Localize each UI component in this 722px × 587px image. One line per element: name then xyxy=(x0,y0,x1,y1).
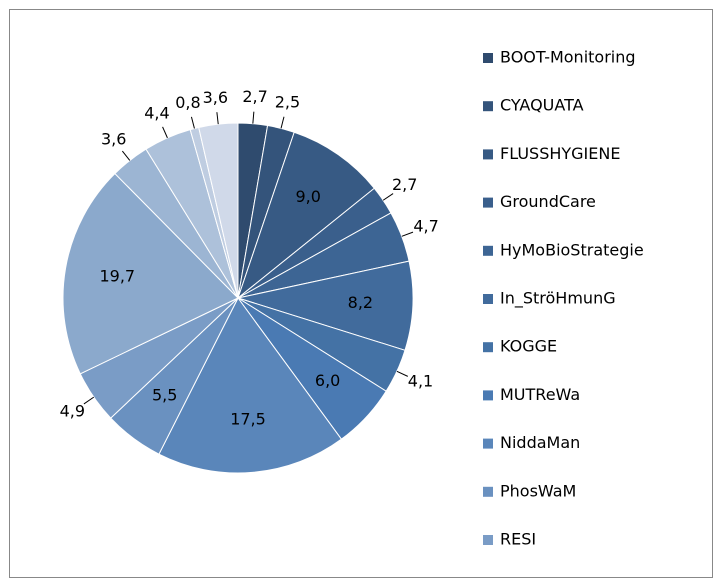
legend-swatch xyxy=(483,438,493,449)
legend-label: PhosWaM xyxy=(500,481,576,500)
data-label: 4,9 xyxy=(60,401,85,420)
legend-swatch xyxy=(483,390,493,401)
legend-label: KOGGE xyxy=(500,337,557,356)
leader-line xyxy=(121,150,131,161)
pie-slice xyxy=(62,172,239,375)
pie-slice xyxy=(158,297,343,474)
leader-line xyxy=(216,112,219,125)
leader-line xyxy=(382,193,394,201)
legend-swatch xyxy=(483,53,493,63)
leader-line xyxy=(396,370,408,377)
data-label: 5,5 xyxy=(152,386,177,405)
data-label: 4,4 xyxy=(144,104,169,123)
legend-swatch xyxy=(483,294,493,304)
legend-label: GroundCare xyxy=(500,192,596,211)
data-label: 8,2 xyxy=(348,293,373,312)
data-label: 3,6 xyxy=(203,88,228,107)
legend-swatch xyxy=(483,101,493,112)
legend-label: MUTReWa xyxy=(500,385,580,404)
leader-line xyxy=(162,126,168,139)
data-label: 2,5 xyxy=(275,93,300,112)
pie-slice xyxy=(198,122,239,299)
leader-line xyxy=(401,231,414,237)
data-label: 3,6 xyxy=(101,130,126,149)
legend-swatch xyxy=(483,149,493,160)
leader-line xyxy=(83,396,95,405)
data-label: 17,5 xyxy=(230,410,266,429)
legend-swatch xyxy=(483,535,493,545)
legend-swatch xyxy=(483,197,493,208)
data-label: 2,7 xyxy=(242,87,267,106)
data-label: 6,0 xyxy=(315,371,340,390)
data-label: 9,0 xyxy=(295,187,320,206)
data-label: 19,7 xyxy=(99,267,135,286)
legend-swatch xyxy=(483,342,493,353)
leader-line xyxy=(190,116,195,129)
pie-slice xyxy=(236,260,414,351)
legend-swatch xyxy=(483,245,493,256)
leader-line xyxy=(252,111,255,124)
legend-label: HyMoBioStrategie xyxy=(500,240,644,259)
pie-slice xyxy=(236,131,376,300)
legend-label: RESI xyxy=(500,530,536,549)
leader-line xyxy=(280,116,285,129)
data-label: 0,8 xyxy=(175,93,200,112)
data-label: 2,7 xyxy=(392,175,417,194)
legend-label: BOOT-Monitoring xyxy=(500,48,636,67)
legend-swatch xyxy=(483,486,493,497)
legend-label: CYAQUATA xyxy=(500,96,584,115)
legend-label: NiddaMan xyxy=(500,433,580,452)
data-label: 4,1 xyxy=(408,372,433,391)
legend-label: In_StröHmunG xyxy=(500,289,616,309)
legend-label: FLUSSHYGIENE xyxy=(500,144,620,163)
data-label: 4,7 xyxy=(413,217,438,236)
